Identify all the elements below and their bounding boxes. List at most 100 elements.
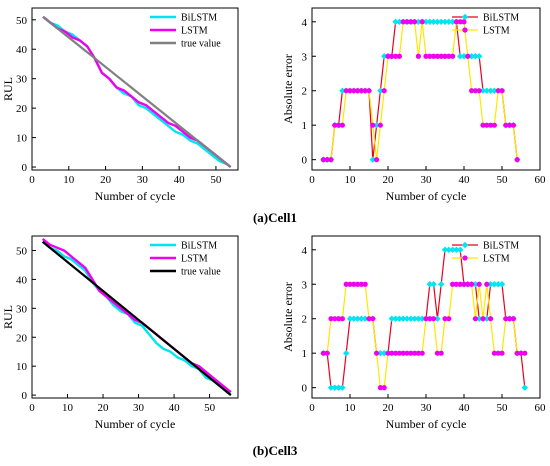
bilstm-point [487,87,494,94]
x-axis-label: Number of cycle [386,189,467,203]
bilstm-point [498,281,506,288]
y-tick-label: 20 [16,332,28,344]
legend-label: BiLSTM [483,241,519,252]
chart-cell3-error: 0 10 20 30 40 50 60 0 1 2 3 4 Number of cycle Absolut… [281,235,546,431]
bilstm-point [392,18,399,25]
lstm-point [393,350,399,356]
lstm-point [358,281,364,287]
lstm-point [480,316,486,322]
legend-label: LSTM [483,254,510,265]
lstm-point [400,350,406,356]
lstm-point [347,88,353,94]
bilstm-point [407,315,414,322]
bilstm-point [411,315,418,322]
bilstm-point [438,281,445,288]
bilstm-point [430,18,437,25]
x-tick-label: 40 [459,174,471,186]
bilstm-point [362,315,369,322]
lstm-point [347,281,353,287]
bilstm-point [434,315,441,322]
lstm-point [351,88,357,94]
bilstm-point [453,246,460,253]
bilstm-point [441,246,449,253]
lstm-point [355,281,361,287]
y-tick-label: 30 [16,303,28,315]
legend-label: true value [181,267,221,278]
lstm-point [472,316,478,322]
lstm-point [343,88,349,94]
y-tick-label: 10 [16,361,28,373]
y-tick-label: 2 [302,86,308,98]
series-line-true-value [41,240,232,396]
bilstm-point [339,384,346,391]
lstm-point [495,88,501,94]
y-axis-label: Absolute error [281,54,295,124]
lstm-point [514,350,520,356]
lstm-point [510,316,516,322]
bilstm-point [479,87,487,94]
lstm-point [510,122,516,128]
legend-label: BiLSTM [181,241,217,252]
x-tick-label: 0 [29,174,35,186]
lstm-point [393,53,399,59]
lstm-point [518,350,524,356]
series-line-bilstm [42,15,232,168]
chart-cell3-rul: 0 10 20 30 40 50 0 10 20 30 40 50 Number of cycle RUL… [1,235,239,431]
lstm-point [370,122,376,128]
bilstm-point [460,53,468,60]
lstm-point [355,88,361,94]
lstm-point [396,350,402,356]
bilstm-point [335,384,342,391]
lstm-point [328,157,334,163]
lstm-point [328,316,334,322]
y-tick-label: 3 [302,279,308,291]
bilstm-point [377,87,384,94]
bilstm-point [434,18,441,25]
lstm-point [320,157,326,163]
bilstm-point [396,315,403,322]
y-tick-label: 30 [16,74,28,86]
bilstm-point [430,281,437,288]
lstm-point [324,157,330,163]
lstm-point [476,281,482,287]
lstm-point [499,88,505,94]
x-tick-label: 30 [133,402,145,414]
x-tick-label: 30 [137,174,149,186]
bilstm-point [483,315,490,322]
caption-cell1: (a)Cell1 [253,210,297,225]
lstm-point [495,350,501,356]
legend-label: LSTM [181,254,208,265]
legend-marker [462,255,468,261]
lstm-point [453,19,459,25]
bilstm-point [491,281,498,288]
lstm-point [431,316,437,322]
lstm-point [419,350,425,356]
lstm-point [442,53,448,59]
lstm-point [336,122,342,128]
lstm-point [484,281,490,287]
bilstm-point [392,315,399,322]
x-tick-label: 20 [383,174,395,186]
bilstm-point [457,53,464,60]
plot-frame [31,235,239,399]
lstm-point [438,53,444,59]
lstm-point [457,19,463,25]
lstm-point [450,281,456,287]
legend-marker [461,13,469,21]
bilstm-point [419,315,426,322]
lstm-point [461,19,467,25]
y-tick-label: 3 [302,51,308,63]
lstm-point [404,19,410,25]
x-tick-label: 40 [174,174,186,186]
legend-marker [461,241,469,249]
legend-label: LSTM [483,26,510,37]
bilstm-point [331,384,338,391]
lstm-point [499,350,505,356]
lstm-point [491,122,497,128]
lstm-point [324,350,330,356]
lstm-point [507,122,513,128]
lstm-point [484,122,490,128]
y-tick-label: 1 [302,348,308,360]
lstm-point [503,316,509,322]
x-tick-label: 30 [421,402,433,414]
